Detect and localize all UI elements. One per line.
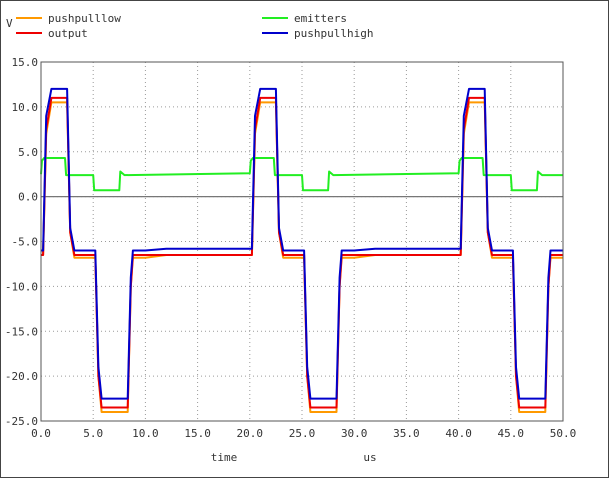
x-axis-label: time (211, 451, 238, 464)
x-axis-unit: us (363, 451, 376, 464)
series-lines (40, 87, 563, 413)
y-axis-label: V (6, 17, 13, 30)
x-tick-label: 50.0 (550, 427, 577, 440)
legend-label-pushpullhigh: pushpullhigh (294, 27, 373, 40)
y-tick-label: -10.0 (5, 280, 38, 293)
x-tick-label: 0.0 (31, 427, 51, 440)
tick-labels: 0.0 5.0 10.0 15.0 20.0 25.0 30.0 35.0 40.0 45.0 50… (5, 56, 576, 440)
legend-label-output: output (48, 27, 88, 40)
y-tick-label: 10.0 (12, 101, 39, 114)
plot-border (40, 61, 564, 422)
x-tick-label: 20.0 (237, 427, 264, 440)
series-line-pushpulllow (41, 101, 563, 413)
x-tick-label: 45.0 (498, 427, 525, 440)
x-tick-label: 25.0 (289, 427, 316, 440)
y-tick-label: 0.0 (18, 191, 38, 204)
y-tick-label: -5.0 (12, 236, 39, 249)
y-tick-label: -15.0 (5, 325, 38, 338)
series-line-pushpullhigh (41, 87, 563, 400)
x-tick-label: 40.0 (445, 427, 472, 440)
x-tick-label: 5.0 (83, 427, 103, 440)
y-tick-label: 5.0 (18, 146, 38, 159)
legend-label-pushpulllow: pushpulllow (48, 12, 121, 25)
y-tick-label: 15.0 (12, 56, 39, 69)
legend: pushpulllow output emitters pushpullhigh (16, 12, 373, 40)
y-tick-label: -20.0 (5, 370, 38, 383)
series-line-emitters (40, 157, 563, 192)
y-tick-label: -25.0 (5, 415, 38, 428)
legend-label-emitters: emitters (294, 12, 347, 25)
x-tick-label: 35.0 (393, 427, 420, 440)
x-tick-label: 30.0 (341, 427, 368, 440)
x-tick-label: 10.0 (132, 427, 159, 440)
x-tick-label: 15.0 (184, 427, 211, 440)
